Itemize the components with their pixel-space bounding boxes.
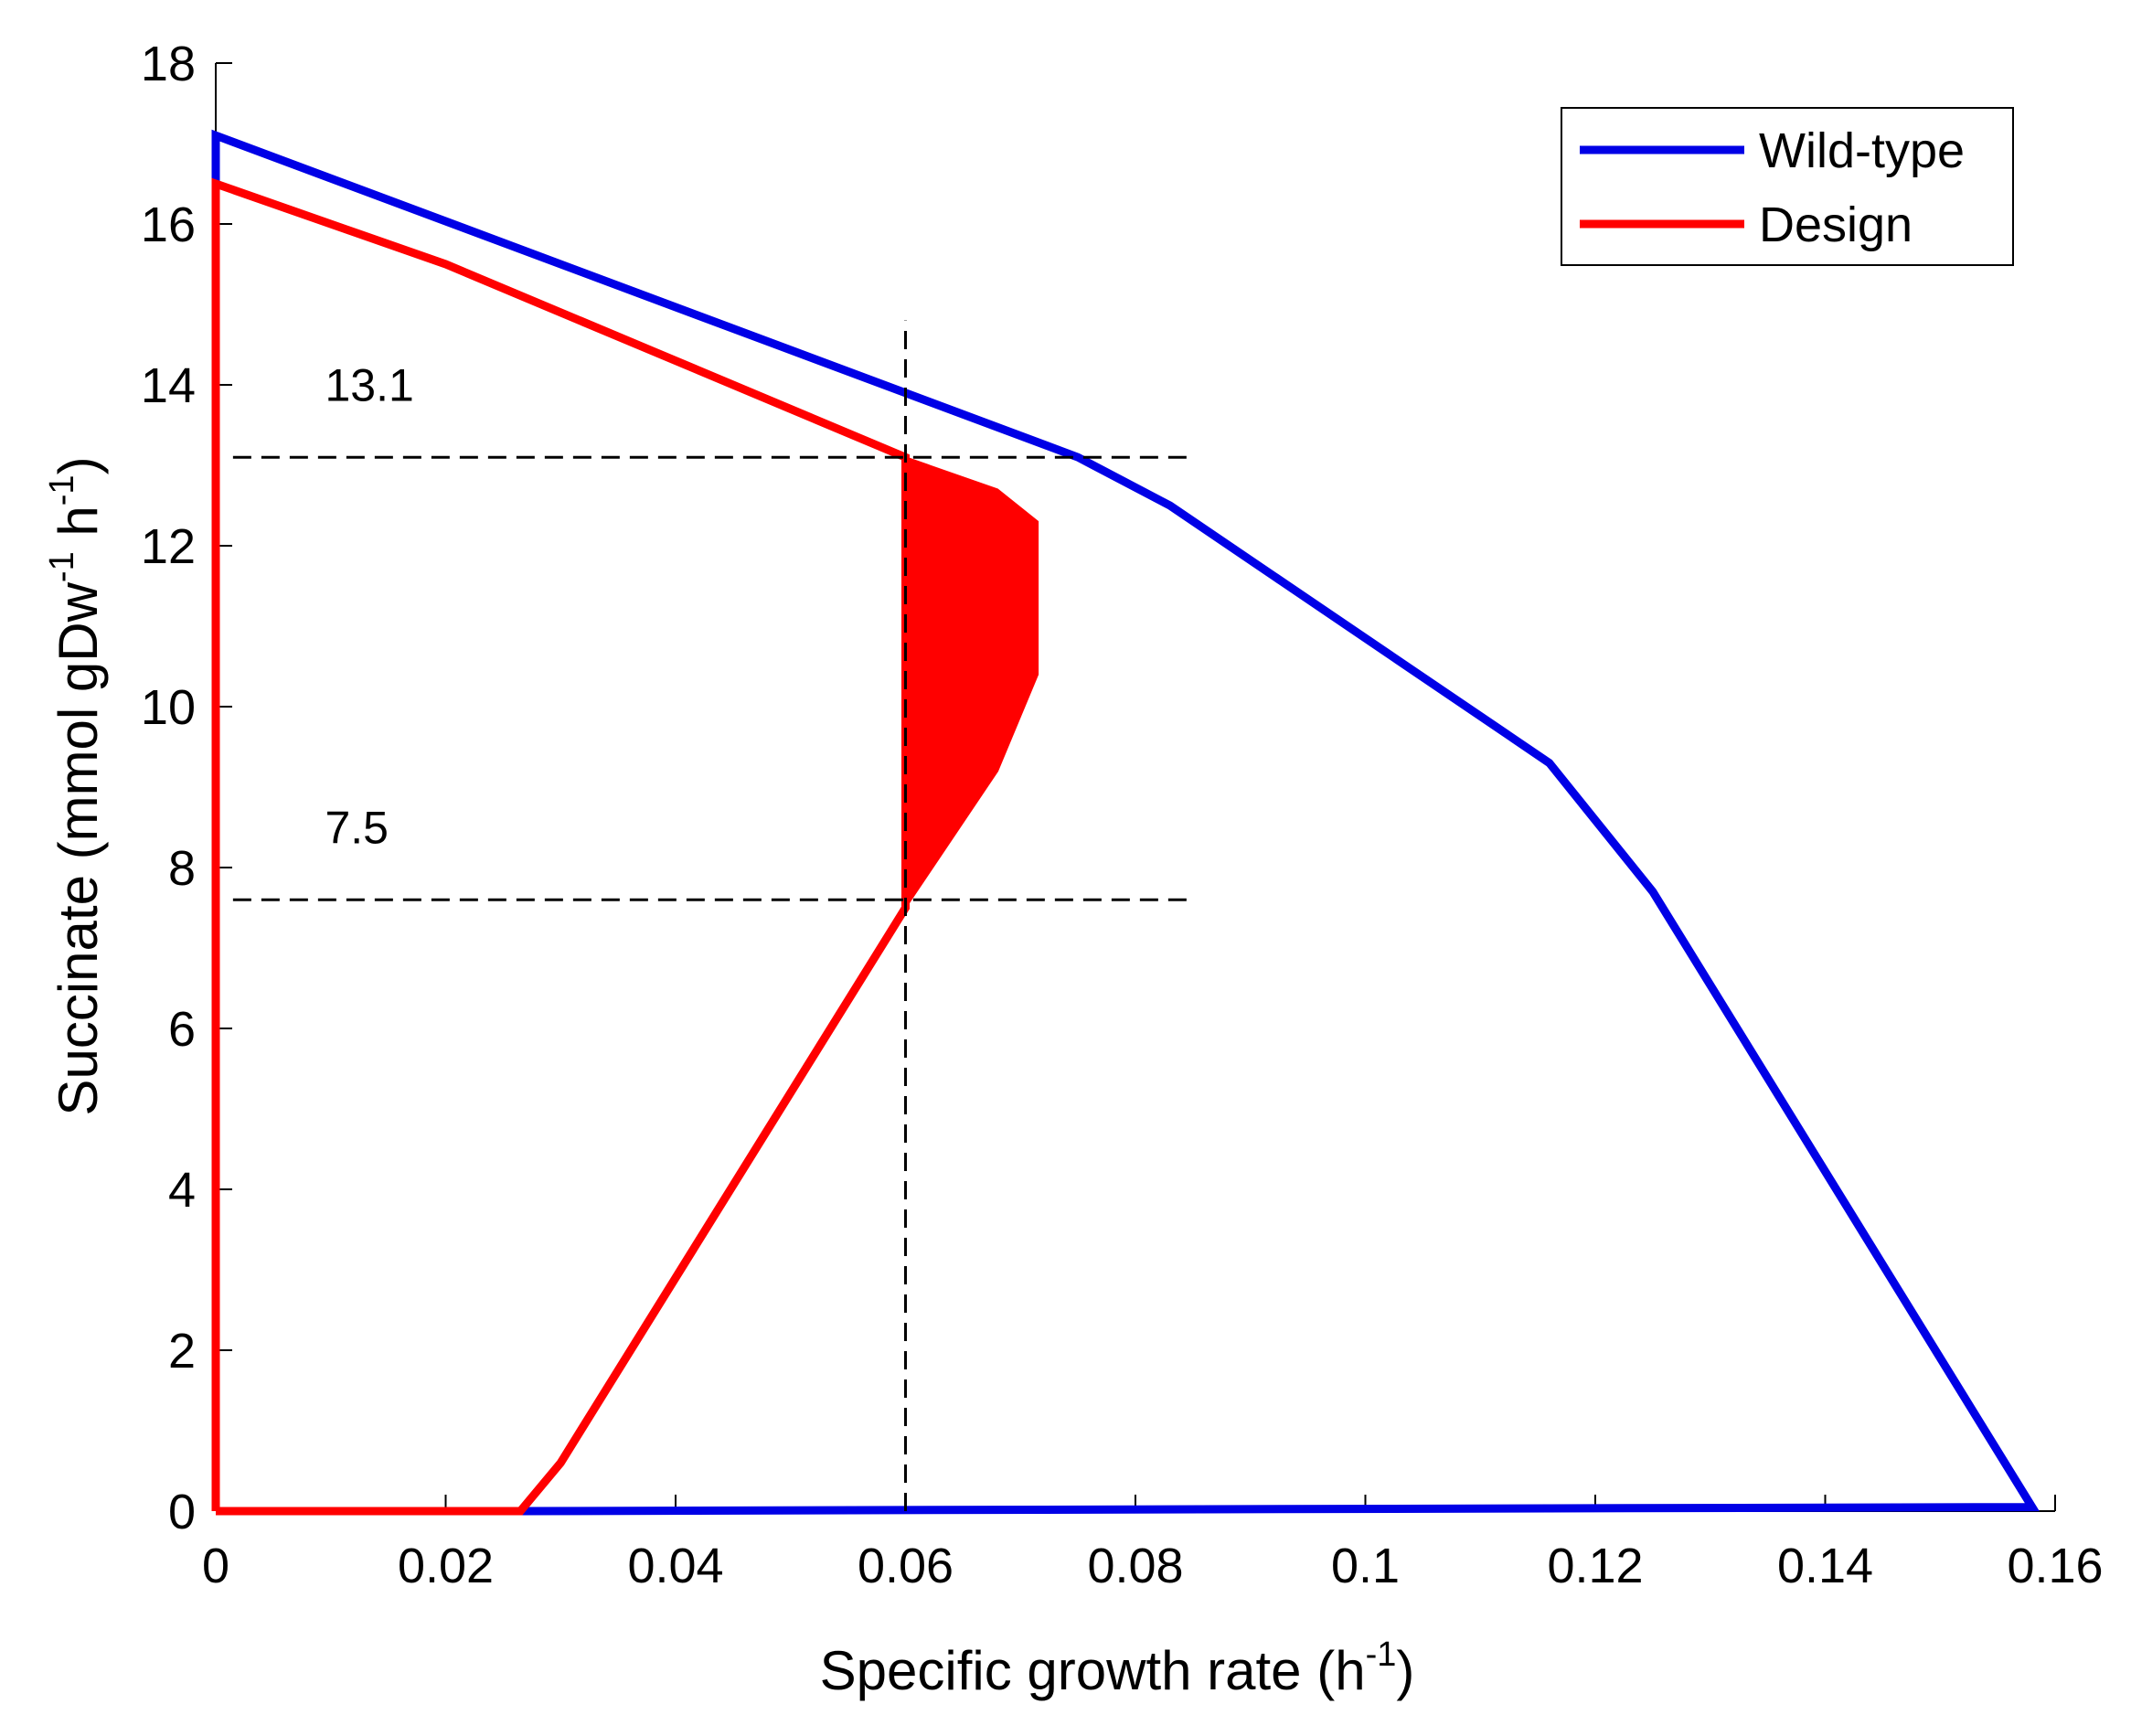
x-tick-label: 0.12 <box>1547 1539 1643 1593</box>
design-feasible-region <box>904 455 1039 911</box>
x-tick-label: 0 <box>202 1539 229 1593</box>
y-tick-label: 12 <box>141 519 196 574</box>
y-tick-label: 4 <box>168 1163 196 1218</box>
legend-label-design: Design <box>1759 197 1913 252</box>
x-tick-label: 0.1 <box>1331 1539 1400 1593</box>
label-group: 0 0.02 0.04 0.06 0.08 0.1 0.12 0.14 0.16 0 2 4 6 8 10 1… <box>141 37 2104 1593</box>
legend-label-wild-type: Wild-type <box>1759 123 1965 178</box>
y-axis-title-sup2: -1 <box>43 474 81 506</box>
y-axis-title-prefix: Succinate (mmol gDw <box>48 581 109 1115</box>
annotation-label: 13.1 <box>325 360 413 411</box>
y-tick-label: 2 <box>168 1324 196 1379</box>
legend: Wild-type Design <box>1561 107 2014 266</box>
series-wild-type-line <box>211 129 2040 1516</box>
x-axis-title-sup: -1 <box>1366 1635 1397 1674</box>
x-axis-title-prefix: Specific growth rate (h <box>820 1640 1366 1701</box>
y-axis-title-sup1: -1 <box>43 551 81 582</box>
x-tick-label: 0.16 <box>2007 1539 2103 1593</box>
x-tick-label: 0.08 <box>1087 1539 1183 1593</box>
y-tick-label: 14 <box>141 358 196 413</box>
x-tick-label: 0.02 <box>398 1539 494 1593</box>
y-axis-title: Succinate (mmol gDw-1 h-1) <box>43 456 109 1115</box>
x-tick-label: 0.04 <box>627 1539 723 1593</box>
x-axis-title-suffix: ) <box>1396 1640 1414 1701</box>
x-tick-label: 0.06 <box>858 1539 954 1593</box>
y-tick-label: 0 <box>168 1485 196 1539</box>
y-tick-label: 6 <box>168 1002 196 1057</box>
y-tick-label: 10 <box>141 680 196 735</box>
y-tick-label: 16 <box>141 197 196 252</box>
y-tick-label: 18 <box>141 37 196 91</box>
y-tick-label: 8 <box>168 841 196 896</box>
annotation-label: 7.5 <box>325 803 389 854</box>
plot-area <box>211 129 2040 1516</box>
y-axis-title-mid: h <box>48 506 109 551</box>
legend-box <box>1561 107 2014 266</box>
series-design-line <box>211 177 910 1516</box>
y-axis-title-suffix: ) <box>48 456 109 474</box>
x-axis-title: Specific growth rate (h-1) <box>820 1635 1415 1701</box>
x-tick-label: 0.14 <box>1777 1539 1873 1593</box>
